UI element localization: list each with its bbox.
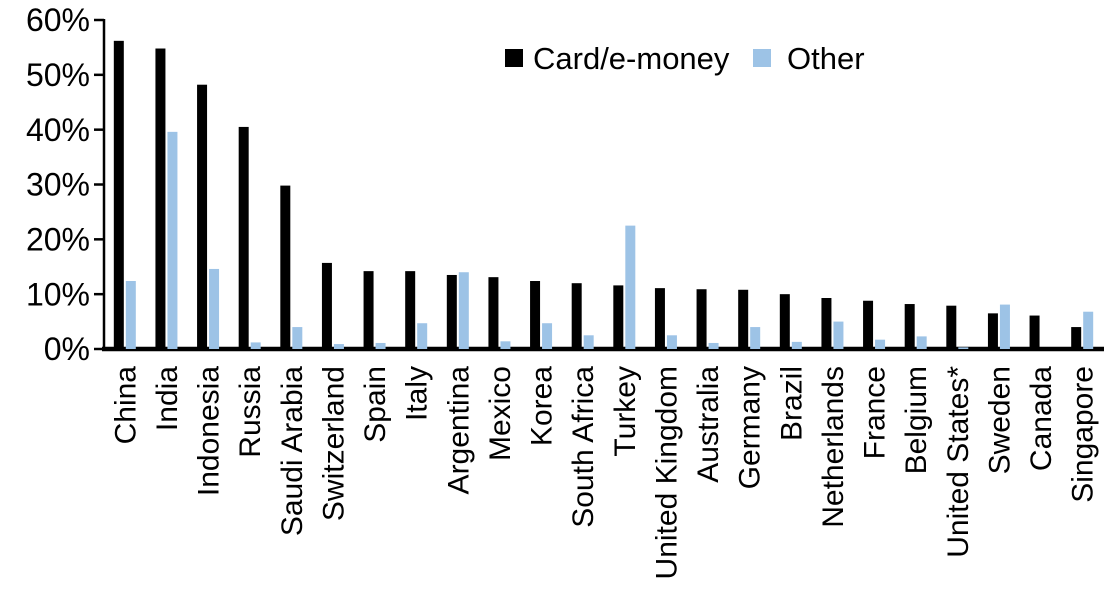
x-axis-category-label: Turkey [609, 366, 642, 457]
bar-card-e-money-saudi-arabia [280, 185, 291, 349]
x-axis-category-label: South Africa [567, 366, 600, 528]
bar-other-united-states [958, 347, 969, 349]
x-axis-category-label: Korea [526, 366, 559, 446]
bar-card-e-money-india [155, 48, 166, 349]
legend: Card/e-money Other [505, 41, 865, 76]
x-axis-category-label: Indonesia [193, 366, 226, 496]
bar-card-e-money-spain [363, 271, 374, 349]
y-axis: 0% 10% 20% 30% 40% 50% 60% [26, 2, 106, 367]
bar-card-e-money-united-kingdom [654, 288, 665, 349]
bar-other-singapore [1083, 311, 1094, 349]
bar-card-e-money-singapore [1071, 327, 1082, 349]
bar-other-brazil [791, 341, 802, 349]
bar-other-korea [542, 323, 553, 349]
y-axis-tick-label: 20% [26, 222, 90, 258]
legend-label-other: Other [787, 41, 865, 76]
y-axis-tick-label: 0% [44, 331, 90, 367]
bar-other-united-kingdom [666, 335, 677, 349]
bar-card-e-money-brazil [779, 294, 790, 349]
bar-card-e-money-italy [405, 271, 416, 349]
bar-card-e-money-canada [1029, 315, 1040, 349]
bar-other-indonesia [209, 268, 220, 349]
bar-other-germany [750, 327, 761, 349]
x-axis-category-label: United Kingdom [650, 366, 683, 579]
bar-card-e-money-china [113, 40, 124, 349]
bar-card-e-money-switzerland [321, 262, 332, 349]
legend-label-card-e-money: Card/e-money [533, 41, 730, 76]
bar-other-france [875, 339, 886, 349]
bar-card-e-money-australia [696, 289, 707, 349]
bar-card-e-money-russia [238, 126, 249, 349]
bar-other-china [125, 281, 136, 349]
x-axis-category-label: Spain [359, 366, 392, 443]
legend-swatch-card-e-money [505, 49, 523, 67]
bar-card-e-money-indonesia [197, 84, 208, 349]
x-axis-category-label: China [109, 366, 142, 445]
x-axis-category-label: Singapore [1067, 366, 1100, 503]
x-axis-category-label: Italy [401, 366, 434, 421]
bar-other-netherlands [833, 321, 844, 349]
x-axis-labels: China India Indonesia Russia Saudi Arabia Swi… [109, 366, 1099, 580]
x-axis-category-label: Russia [234, 366, 267, 458]
bar-card-e-money-united-states [946, 305, 957, 349]
bar-card-e-money-netherlands [821, 298, 832, 349]
bar-other-sweden [999, 304, 1010, 349]
bar-other-russia [250, 342, 261, 349]
y-axis-tick-label: 50% [26, 57, 90, 93]
x-axis-category-label: Brazil [775, 366, 808, 441]
bar-other-mexico [500, 341, 511, 349]
bar-card-e-money-germany [738, 289, 749, 349]
x-axis-category-label: Switzerland [317, 366, 350, 521]
x-axis-category-label: United States* [942, 366, 975, 558]
bar-other-spain [375, 342, 386, 349]
bar-card-e-money-mexico [488, 277, 499, 349]
bar-card-e-money-korea [530, 281, 541, 349]
bar-card-e-money-argentina [446, 274, 457, 349]
x-axis-category-label: India [151, 366, 184, 431]
bar-card-e-money-south-africa [571, 283, 582, 349]
bar-card-e-money-france [863, 300, 874, 349]
bars-group [113, 40, 1094, 349]
y-axis-tick-label: 40% [26, 112, 90, 148]
bar-card-e-money-turkey [613, 285, 624, 349]
x-axis-category-label: Belgium [900, 366, 933, 474]
y-axis-tick-label: 60% [26, 2, 90, 38]
bar-other-india [167, 131, 178, 349]
bar-other-australia [708, 342, 719, 349]
y-axis-tick-label: 30% [26, 167, 90, 203]
bar-other-italy [417, 323, 428, 349]
bar-card-e-money-sweden [987, 313, 998, 349]
x-axis-category-label: Saudi Arabia [276, 366, 309, 536]
bar-other-argentina [458, 272, 469, 349]
x-axis-category-label: Netherlands [817, 366, 850, 528]
bar-other-saudi-arabia [292, 327, 303, 349]
x-axis-category-label: Mexico [484, 366, 517, 461]
bar-card-e-money-belgium [904, 304, 915, 349]
bar-other-switzerland [333, 344, 344, 349]
bar-other-turkey [625, 225, 636, 349]
x-axis-category-label: France [859, 366, 892, 459]
y-axis-tick-label: 10% [26, 276, 90, 312]
x-axis-category-label: Sweden [983, 366, 1016, 474]
x-axis-category-label: Argentina [442, 366, 475, 495]
x-axis-category-label: Canada [1025, 366, 1058, 471]
legend-swatch-other [753, 49, 771, 67]
x-axis-category-label: Germany [734, 366, 767, 489]
x-axis-category-label: Australia [692, 366, 725, 483]
bar-other-belgium [916, 336, 927, 349]
bar-other-south-africa [583, 335, 594, 349]
